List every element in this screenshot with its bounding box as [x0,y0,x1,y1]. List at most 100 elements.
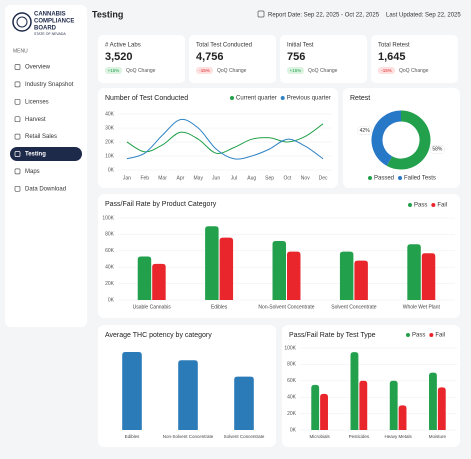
menu-label: MENU [13,48,28,54]
kpi-label: Total Test Conducted [196,43,252,49]
x-tick-label: Feb [140,175,149,181]
bar [437,387,446,430]
logo-subtitle: STATE OF NEVADA [34,32,66,36]
y-tick-label: 40K [287,395,297,401]
menu-item[interactable]: Data Download [25,186,66,192]
y-tick-label: 20K [105,281,115,287]
x-tick-label: Sep [265,175,274,181]
line-series [126,118,324,160]
menu-icon [14,64,21,70]
bar [429,372,437,430]
donut-label-bg [357,126,372,135]
x-tick-label: Non-Solvent Concentrate [258,304,314,310]
x-tick-label: Heavy Metals [384,434,412,439]
donut-segment [371,110,402,166]
donut-label-bg [430,145,445,154]
kpi-value: 4,756 [196,51,224,63]
x-tick-label: Jan [123,175,131,181]
y-tick-label: 100K [284,345,296,351]
bar [421,253,436,300]
legend-swatch [408,203,412,207]
donut-label: 58% [432,147,443,153]
logo-mark [12,12,32,32]
line-series [126,123,324,154]
y-tick-label: 80K [105,232,115,238]
legend-swatch [280,96,285,100]
menu-icon [14,133,21,140]
bar [205,226,219,300]
kpi-value: 3,520 [105,51,133,63]
y-tick-label: 0K [108,167,115,173]
bar [339,251,354,300]
kpi-change: +15% [290,68,302,73]
menu-item[interactable]: Licenses [25,99,49,105]
logo-title: BOARD [34,26,57,32]
x-tick-label: Solvent Concentrate [331,304,377,310]
logo-title: COMPLIANCE [34,19,74,25]
legend-label: Pass [412,333,425,339]
kpi-label: Total Retest [378,43,410,49]
x-tick-label: Mar [158,175,167,181]
legend-label: Fail [437,203,447,209]
donut-label: 42% [360,128,371,134]
x-tick-label: Pesticides [349,434,370,439]
kpi-value: 1,645 [378,51,406,63]
chart-title: Retest [350,95,370,102]
legend-label: Fail [435,333,445,339]
kpi-label: # Active Labs [105,43,141,49]
x-tick-label: Jun [212,175,220,181]
bar [178,360,198,430]
chart-card [98,88,338,188]
bar [389,380,398,430]
menu-item[interactable]: Maps [25,169,40,175]
y-tick-label: 60K [287,378,297,384]
menu-item[interactable]: Testing [25,152,46,158]
calendar-icon [257,10,265,18]
menu-icon [14,81,21,88]
x-tick-label: Aug [247,175,256,181]
kpi-change-label: QoQ Change [217,68,247,74]
y-tick-label: 0K [108,297,115,303]
kpi-value: 756 [287,51,305,63]
legend-swatch [230,96,234,100]
legend-label: Pass [414,203,427,209]
legend-label: Failed Tests [404,176,436,182]
bar [219,237,234,300]
menu-active-bg [10,147,82,161]
kpi-change-label: QoQ Change [126,68,156,74]
chart-title: Average THC potency by category [105,332,212,339]
bar [311,384,320,430]
x-tick-label: Apr [177,175,185,181]
last-updated: Last Updated: Sep 22, 2025 [386,13,461,19]
menu-icon [14,185,21,192]
kpi-change-pill [287,67,304,74]
bar [234,376,254,430]
menu-icon [14,151,21,157]
y-tick-label: 60K [105,248,115,254]
x-tick-label: Usable Cannabis [133,304,172,310]
menu-icon [14,168,21,175]
x-tick-label: Edibles [125,434,141,439]
y-tick-label: 0K [290,427,297,433]
menu-item[interactable]: Retail Sales [25,134,57,140]
kpi-change: -15% [381,68,392,73]
x-tick-label: Non-Solvent Concentrate [163,434,214,439]
legend-swatch [431,203,436,207]
bar [272,240,286,300]
kpi-change-pill [105,67,122,74]
donut-segment [386,110,431,170]
menu-item[interactable]: Harvest [25,117,46,123]
x-tick-label: May [194,175,204,181]
menu-item[interactable]: Industry Snapshot [25,82,74,88]
y-tick-label: 30K [105,125,115,131]
y-tick-label: 20K [105,139,115,145]
menu-item[interactable]: Overview [25,65,51,71]
chart-title: Pass/Fail Rate by Product Category [105,201,217,208]
legend-label: Current quarter [236,96,277,102]
sidebar [5,5,87,327]
logo-mark [16,16,28,28]
logo-title: CANNABIS [34,12,66,18]
legend-label: Previous quarter [287,96,331,102]
chart-card [343,88,460,188]
